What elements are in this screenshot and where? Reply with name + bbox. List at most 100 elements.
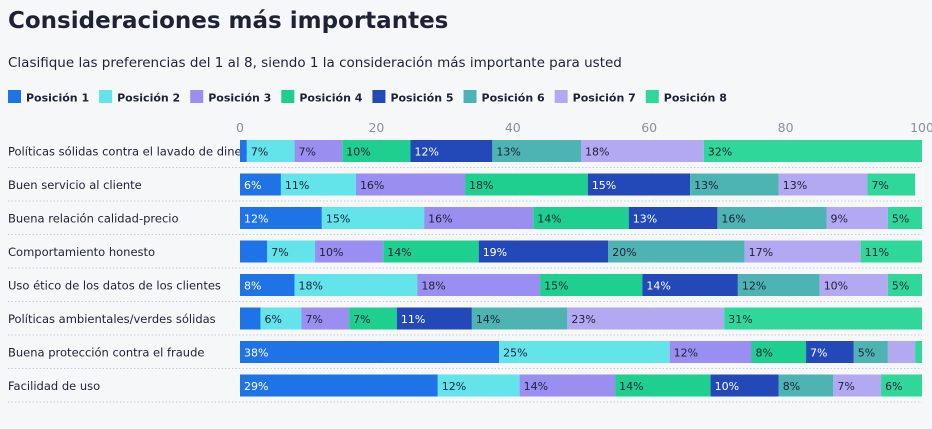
category-label: Facilidad de uso: [8, 379, 100, 393]
bar-segment: [417, 274, 541, 296]
bars: 7% 7% 10% 12% 13% 18% 32% 6% 11% 16% 18% 15% 13% 13% 7…: [240, 140, 922, 397]
bar-data-label: 14%: [646, 280, 670, 293]
category-label: Políticas sólidas contra el lavado de di…: [8, 145, 253, 159]
bar-data-label: 6%: [244, 179, 261, 192]
bar-segment: [853, 341, 888, 363]
bar-segment: [860, 240, 922, 263]
bar-segment: [806, 341, 854, 363]
bar-segment: [887, 207, 922, 229]
bar-segment: [260, 307, 302, 330]
bar-data-label: 16%: [721, 213, 745, 226]
bar-segment: [396, 307, 472, 330]
bar-data-label: 16%: [428, 213, 452, 226]
bar-segment: [240, 240, 268, 263]
bar-data-label: 12%: [244, 213, 268, 226]
bar-segment: [240, 341, 500, 363]
bar-segment: [342, 140, 411, 162]
bar-data-label: 7%: [353, 313, 370, 326]
bar-data-label: 18%: [469, 179, 493, 192]
bar-data-label: 18%: [299, 280, 323, 293]
bar-data-label: 10%: [346, 146, 370, 159]
bar-segment: [533, 207, 629, 229]
legend-label-5: Posición 5: [390, 92, 453, 105]
bar-segment: [240, 274, 295, 296]
bar-segment: [240, 307, 261, 330]
bar-data-label: 13%: [633, 213, 657, 226]
bar-data-label: 12%: [674, 347, 698, 360]
bar-segment: [669, 341, 752, 363]
bar-data-label: 32%: [708, 146, 732, 159]
bar-segment: [615, 374, 711, 397]
bar-data-label: 11%: [285, 179, 309, 192]
bar-data-label: 13%: [783, 179, 807, 192]
bar-segment: [315, 240, 384, 263]
x-tick-label: 20: [368, 120, 384, 135]
bar-segment: [819, 274, 888, 296]
bar-segment: [240, 140, 247, 162]
bar-segment: [567, 307, 725, 330]
category-label: Uso ético de los datos de los clientes: [8, 279, 221, 293]
bar-data-label: 23%: [571, 313, 595, 326]
x-tick-label: 0: [236, 120, 244, 135]
bar-segment: [642, 274, 738, 296]
bar-segment: [751, 341, 807, 363]
bar-data-label: 5%: [892, 213, 909, 226]
bar-data-label: 38%: [244, 347, 268, 360]
bar-segment: [540, 274, 643, 296]
bar-segment: [744, 240, 861, 263]
bar-data-label: 10%: [824, 280, 848, 293]
bar-segment: [240, 207, 322, 229]
bar-data-label: 15%: [592, 179, 616, 192]
bar-data-label: 31%: [728, 313, 752, 326]
legend-label-1: Posición 1: [26, 92, 89, 105]
bar-data-label: 11%: [401, 313, 425, 326]
bar-data-label: 14%: [387, 246, 411, 259]
legend-label-6: Posición 6: [482, 92, 545, 105]
bar-data-label: 5%: [858, 347, 875, 360]
bar-data-label: 10%: [319, 246, 343, 259]
rows: Políticas sólidas contra el lavado de di…: [8, 145, 922, 403]
bar-data-label: 18%: [421, 280, 445, 293]
bar-data-label: 7%: [810, 347, 827, 360]
bar-data-label: 13%: [496, 146, 520, 159]
legend-label-7: Posición 7: [573, 92, 636, 105]
bar-segment: [240, 374, 438, 397]
legend-label-2: Posición 2: [117, 92, 180, 105]
bar-segment: [778, 374, 834, 397]
category-label: Buen servicio al cliente: [8, 178, 142, 192]
bar-data-label: 7%: [305, 313, 322, 326]
legend-label-8: Posición 8: [664, 92, 727, 105]
bar-data-label: 14%: [524, 380, 548, 393]
bar-data-label: 13%: [694, 179, 718, 192]
bar-data-label: 8%: [783, 380, 800, 393]
x-tick-label: 80: [778, 120, 794, 135]
bar-data-label: 19%: [483, 246, 507, 259]
bar-data-label: 7%: [871, 179, 888, 192]
bar-segment: [608, 240, 745, 263]
bar-data-label: 6%: [885, 380, 902, 393]
x-tick-label: 60: [641, 120, 657, 135]
bar-data-label: 16%: [360, 179, 384, 192]
bar-segment: [294, 274, 418, 296]
bar-segment: [703, 140, 922, 162]
bar-segment: [280, 173, 356, 196]
bar-data-label: 9%: [831, 213, 848, 226]
bar-segment: [246, 140, 295, 162]
bar-segment: [321, 207, 425, 229]
bar-segment: [710, 374, 779, 397]
bar-data-label: 7%: [271, 246, 288, 259]
bar-segment: [492, 140, 581, 162]
bar-segment: [717, 207, 827, 229]
legend-swatch-3: [190, 90, 204, 103]
bar-segment: [471, 307, 568, 330]
bar-segment: [915, 341, 922, 363]
bar-segment: [349, 307, 397, 330]
bar-segment: [737, 274, 820, 296]
bar-segment: [240, 173, 281, 196]
x-tick-label: 40: [505, 120, 521, 135]
bar-data-label: 25%: [503, 347, 527, 360]
bar-segment: [519, 374, 616, 397]
bar-data-label: 6%: [264, 313, 281, 326]
bar-data-label: 7%: [251, 146, 268, 159]
